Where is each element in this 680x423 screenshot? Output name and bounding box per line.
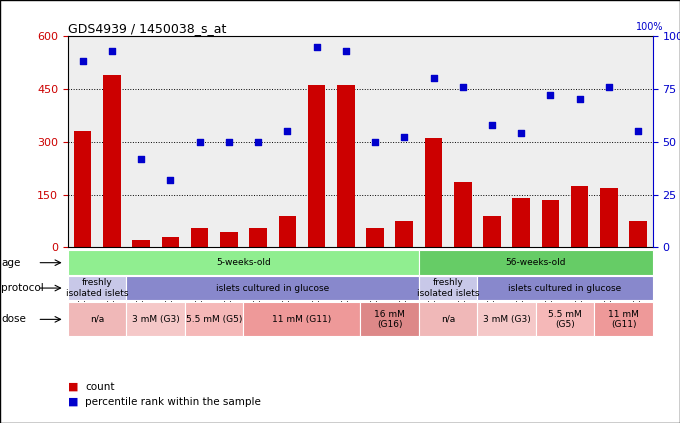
- Point: [632, 128, 643, 135]
- Text: 5.5 mM (G5): 5.5 mM (G5): [186, 315, 242, 324]
- Bar: [454, 182, 471, 247]
- Bar: [250, 228, 267, 247]
- Point: [574, 96, 585, 103]
- Text: n/a: n/a: [90, 315, 104, 324]
- Text: count: count: [85, 382, 114, 392]
- Text: dose: dose: [1, 314, 27, 324]
- Bar: [367, 228, 384, 247]
- Bar: [279, 216, 296, 247]
- Point: [165, 176, 175, 183]
- Bar: [74, 131, 91, 247]
- Text: islets cultured in glucose: islets cultured in glucose: [216, 283, 329, 293]
- Text: islets cultured in glucose: islets cultured in glucose: [509, 283, 622, 293]
- Point: [370, 138, 381, 145]
- Text: GDS4939 / 1450038_s_at: GDS4939 / 1450038_s_at: [68, 22, 226, 35]
- Bar: [630, 221, 647, 247]
- Point: [340, 47, 351, 54]
- Text: n/a: n/a: [441, 315, 455, 324]
- Point: [603, 83, 614, 90]
- Text: 11 mM
(G11): 11 mM (G11): [608, 310, 639, 329]
- Point: [545, 92, 556, 99]
- Bar: [571, 186, 588, 247]
- Point: [253, 138, 264, 145]
- Text: freshly
isolated islets: freshly isolated islets: [66, 278, 129, 298]
- Point: [282, 128, 292, 135]
- Text: age: age: [1, 258, 20, 268]
- Bar: [191, 228, 208, 247]
- Bar: [337, 85, 354, 247]
- Bar: [542, 200, 559, 247]
- Text: freshly
isolated islets: freshly isolated islets: [417, 278, 479, 298]
- Point: [223, 138, 234, 145]
- Bar: [308, 85, 325, 247]
- Text: 5-weeks-old: 5-weeks-old: [216, 258, 271, 267]
- Text: 11 mM (G11): 11 mM (G11): [272, 315, 332, 324]
- Point: [486, 121, 497, 128]
- Point: [78, 58, 88, 65]
- Text: percentile rank within the sample: percentile rank within the sample: [85, 397, 261, 407]
- Text: 3 mM (G3): 3 mM (G3): [483, 315, 530, 324]
- Bar: [133, 240, 150, 247]
- Point: [428, 75, 439, 82]
- Text: 3 mM (G3): 3 mM (G3): [132, 315, 180, 324]
- Point: [516, 130, 527, 137]
- Text: ■: ■: [68, 397, 78, 407]
- Text: protocol: protocol: [1, 283, 44, 293]
- Text: 5.5 mM
(G5): 5.5 mM (G5): [548, 310, 582, 329]
- Bar: [483, 216, 500, 247]
- Bar: [600, 187, 617, 247]
- Point: [135, 155, 147, 162]
- Point: [311, 43, 322, 50]
- Bar: [162, 237, 179, 247]
- Bar: [425, 138, 442, 247]
- Point: [457, 83, 468, 90]
- Text: 16 mM
(G16): 16 mM (G16): [374, 310, 405, 329]
- Bar: [103, 75, 120, 247]
- Bar: [513, 198, 530, 247]
- Point: [106, 47, 118, 54]
- Point: [194, 138, 205, 145]
- Bar: [220, 232, 237, 247]
- Bar: [396, 221, 413, 247]
- Text: 100%: 100%: [636, 22, 663, 32]
- Text: 56-weeks-old: 56-weeks-old: [506, 258, 566, 267]
- Point: [398, 134, 409, 141]
- Text: ■: ■: [68, 382, 78, 392]
